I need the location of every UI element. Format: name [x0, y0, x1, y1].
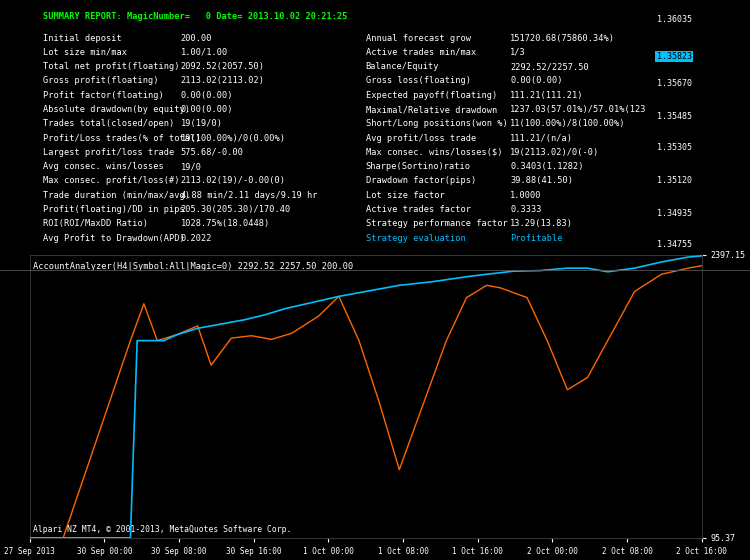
Text: Profit/Loss trades(% of total): Profit/Loss trades(% of total) — [43, 134, 200, 143]
Text: 1.35485: 1.35485 — [657, 111, 692, 121]
Text: Annual forecast grow: Annual forecast grow — [366, 34, 471, 43]
Text: 1.35305: 1.35305 — [657, 143, 692, 152]
Text: Lot size factor: Lot size factor — [366, 191, 445, 200]
Text: Alpari NZ MT4, © 2001-2013, MetaQuotes Software Corp.: Alpari NZ MT4, © 2001-2013, MetaQuotes S… — [33, 525, 291, 534]
Text: 19(100.00%)/0(0.00%): 19(100.00%)/0(0.00%) — [181, 134, 286, 143]
Text: 111.21(111.21): 111.21(111.21) — [510, 91, 584, 100]
Text: 1028.75%(18.0448): 1028.75%(18.0448) — [181, 220, 270, 228]
Text: 2113.02(19)/-0.00(0): 2113.02(19)/-0.00(0) — [181, 176, 286, 185]
Text: Short/Long positions(won %): Short/Long positions(won %) — [366, 119, 508, 128]
Text: Strategy evaluation: Strategy evaluation — [366, 234, 466, 242]
Text: 0.00(0.00): 0.00(0.00) — [181, 105, 233, 114]
Text: Profit factor(floating): Profit factor(floating) — [43, 91, 164, 100]
Text: Balance/Equity: Balance/Equity — [366, 62, 440, 71]
Text: 19(19/0): 19(19/0) — [181, 119, 223, 128]
Text: 1.34755: 1.34755 — [657, 240, 692, 249]
Text: Drawdown factor(pips): Drawdown factor(pips) — [366, 176, 476, 185]
Text: 0.2022: 0.2022 — [181, 234, 212, 242]
Text: 200.00: 200.00 — [181, 34, 212, 43]
Text: 1237.03(57.01%)/57.01%(123: 1237.03(57.01%)/57.01%(123 — [510, 105, 646, 114]
Text: 0.00(0.00): 0.00(0.00) — [181, 91, 233, 100]
Text: 1.00/1.00: 1.00/1.00 — [181, 48, 228, 57]
Text: Initial deposit: Initial deposit — [43, 34, 122, 43]
Text: 1.35120: 1.35120 — [657, 176, 692, 185]
Text: 11(100.00%)/8(100.00%): 11(100.00%)/8(100.00%) — [510, 119, 626, 128]
Text: 2092.52(2057.50): 2092.52(2057.50) — [181, 62, 265, 71]
Text: Total net profit(floating): Total net profit(floating) — [43, 62, 179, 71]
Text: 0.3403(1.1282): 0.3403(1.1282) — [510, 162, 584, 171]
Text: 19(2113.02)/0(-0): 19(2113.02)/0(-0) — [510, 148, 599, 157]
Text: 0.00(0.00): 0.00(0.00) — [510, 76, 562, 86]
Text: 39.88(41.50): 39.88(41.50) — [510, 176, 573, 185]
Text: 111.21/(n/a): 111.21/(n/a) — [510, 134, 573, 143]
Text: Trades total(closed/open): Trades total(closed/open) — [43, 119, 174, 128]
Text: ROI(ROI/MaxDD Ratio): ROI(ROI/MaxDD Ratio) — [43, 220, 148, 228]
Text: 1.34935: 1.34935 — [657, 209, 692, 218]
Text: Expected payoff(floating): Expected payoff(floating) — [366, 91, 497, 100]
Text: Absolute drawdown(by equity): Absolute drawdown(by equity) — [43, 105, 190, 114]
Text: Sharpe(Sortino)ratio: Sharpe(Sortino)ratio — [366, 162, 471, 171]
Text: Active trades factor: Active trades factor — [366, 205, 471, 214]
Text: 575.68/-0.00: 575.68/-0.00 — [181, 148, 244, 157]
Text: Max consec. wins/losses($): Max consec. wins/losses($) — [366, 148, 502, 157]
Text: SUMMARY REPORT: MagicNumber=   0 Date= 2013.10.02 20:21:25: SUMMARY REPORT: MagicNumber= 0 Date= 201… — [43, 12, 347, 21]
Text: 1.35823: 1.35823 — [657, 52, 692, 61]
Text: Max consec. profit/loss(#): Max consec. profit/loss(#) — [43, 176, 179, 185]
Text: 4.88 min/2.11 days/9.19 hr: 4.88 min/2.11 days/9.19 hr — [181, 191, 317, 200]
Text: 13.29(13.83): 13.29(13.83) — [510, 220, 573, 228]
Text: 0.3333: 0.3333 — [510, 205, 542, 214]
Text: Trade duration (min/max/avg): Trade duration (min/max/avg) — [43, 191, 190, 200]
Text: Largest profit/loss trade: Largest profit/loss trade — [43, 148, 174, 157]
Text: 1.36035: 1.36035 — [657, 15, 692, 24]
Text: Gross profit(floating): Gross profit(floating) — [43, 76, 158, 86]
Text: 2113.02(2113.02): 2113.02(2113.02) — [181, 76, 265, 86]
Text: 205.30(205.30)/170.40: 205.30(205.30)/170.40 — [181, 205, 291, 214]
Text: Active trades min/max: Active trades min/max — [366, 48, 476, 57]
Text: Gross loss(floating): Gross loss(floating) — [366, 76, 471, 86]
Text: Avg consec. wins/losses: Avg consec. wins/losses — [43, 162, 164, 171]
Text: 1/3: 1/3 — [510, 48, 526, 57]
Text: Profit(floating)/DD in pips: Profit(floating)/DD in pips — [43, 205, 184, 214]
Text: Avg Profit to Drawdown(APD): Avg Profit to Drawdown(APD) — [43, 234, 184, 242]
Text: Avg profit/loss trade: Avg profit/loss trade — [366, 134, 476, 143]
Text: Strategy performance factor: Strategy performance factor — [366, 220, 508, 228]
Text: Profitable: Profitable — [510, 234, 562, 242]
Text: 1.35670: 1.35670 — [657, 79, 692, 88]
Text: 19/0: 19/0 — [181, 162, 202, 171]
Text: 2292.52/2257.50: 2292.52/2257.50 — [510, 62, 589, 71]
Text: Maximal/Relative drawdown: Maximal/Relative drawdown — [366, 105, 497, 114]
Text: Lot size min/max: Lot size min/max — [43, 48, 127, 57]
Text: AccountAnalyzer(H4|Symbol:All|Magic=0) 2292.52 2257.50 200.00: AccountAnalyzer(H4|Symbol:All|Magic=0) 2… — [33, 262, 353, 271]
Text: 151720.68(75860.34%): 151720.68(75860.34%) — [510, 34, 615, 43]
Text: 1.0000: 1.0000 — [510, 191, 542, 200]
